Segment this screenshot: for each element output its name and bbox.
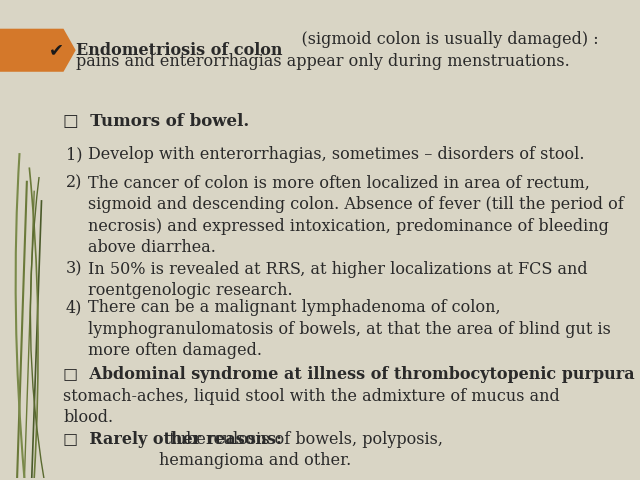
Text: 1): 1)	[66, 146, 83, 163]
Text: ✔: ✔	[49, 41, 64, 59]
Text: Endometriosis of colon: Endometriosis of colon	[76, 42, 282, 59]
Text: Develop with enterorrhagias, sometimes – disorders of stool.: Develop with enterorrhagias, sometimes –…	[88, 146, 584, 163]
Text: The cancer of colon is more often localized in area of rectum,
sigmoid and desce: The cancer of colon is more often locali…	[88, 175, 623, 256]
Polygon shape	[0, 29, 76, 72]
Text: tuberculosis of bowels, polyposis,
hemangioma and other.: tuberculosis of bowels, polyposis, heman…	[159, 431, 443, 469]
Text: (sigmoid colon is usually damaged) :
pains and enterorrhagias appear only during: (sigmoid colon is usually damaged) : pai…	[76, 31, 598, 70]
Text: □  Abdominal syndrome at illness of thrombocytopenic purpura :: □ Abdominal syndrome at illness of throm…	[63, 366, 640, 383]
Text: In 50% is revealed at RRS, at higher localizations at FCS and
roentgenologic res: In 50% is revealed at RRS, at higher loc…	[88, 261, 588, 300]
Text: 4): 4)	[66, 299, 83, 316]
Text: 2): 2)	[66, 175, 83, 192]
Text: 3): 3)	[66, 261, 83, 278]
Text: stomach-aches, liquid stool with the admixture of mucus and
blood.: stomach-aches, liquid stool with the adm…	[63, 366, 560, 426]
Text: □  Rarely other reasons:: □ Rarely other reasons:	[63, 431, 282, 447]
Text: There can be a malignant lymphadenoma of colon,
lymphogranulomatosis of bowels, : There can be a malignant lymphadenoma of…	[88, 299, 611, 359]
Text: □  Tumors of bowel.: □ Tumors of bowel.	[63, 113, 250, 131]
